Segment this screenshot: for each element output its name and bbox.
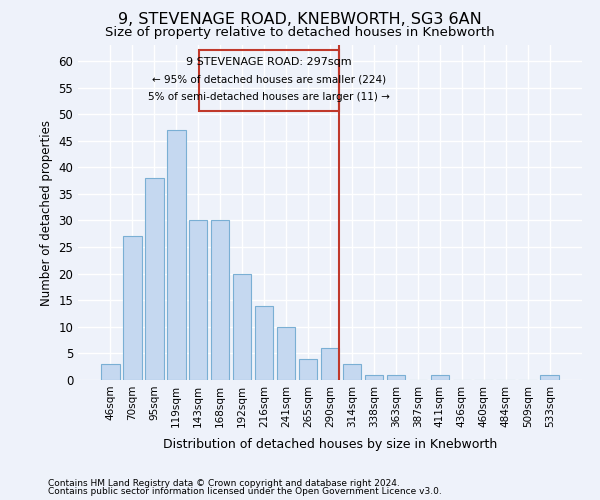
Y-axis label: Number of detached properties: Number of detached properties bbox=[40, 120, 53, 306]
Text: ← 95% of detached houses are smaller (224): ← 95% of detached houses are smaller (22… bbox=[152, 74, 386, 84]
Bar bbox=[145, 178, 164, 380]
Bar bbox=[199, 50, 339, 112]
Text: 5% of semi-detached houses are larger (11) →: 5% of semi-detached houses are larger (1… bbox=[148, 92, 390, 102]
Bar bbox=[343, 364, 361, 380]
Text: Contains public sector information licensed under the Open Government Licence v3: Contains public sector information licen… bbox=[48, 487, 442, 496]
Bar bbox=[320, 348, 340, 380]
Bar bbox=[255, 306, 274, 380]
Text: Contains HM Land Registry data © Crown copyright and database right 2024.: Contains HM Land Registry data © Crown c… bbox=[48, 478, 400, 488]
Bar bbox=[101, 364, 119, 380]
Bar bbox=[299, 358, 317, 380]
Bar bbox=[431, 374, 449, 380]
Text: Size of property relative to detached houses in Knebworth: Size of property relative to detached ho… bbox=[105, 26, 495, 39]
Bar bbox=[233, 274, 251, 380]
Text: 9 STEVENAGE ROAD: 297sqm: 9 STEVENAGE ROAD: 297sqm bbox=[187, 56, 352, 66]
Bar bbox=[189, 220, 208, 380]
X-axis label: Distribution of detached houses by size in Knebworth: Distribution of detached houses by size … bbox=[163, 438, 497, 451]
Text: 9, STEVENAGE ROAD, KNEBWORTH, SG3 6AN: 9, STEVENAGE ROAD, KNEBWORTH, SG3 6AN bbox=[118, 12, 482, 28]
Bar bbox=[123, 236, 142, 380]
Bar bbox=[541, 374, 559, 380]
Bar bbox=[277, 327, 295, 380]
Bar bbox=[386, 374, 405, 380]
Bar bbox=[211, 220, 229, 380]
Bar bbox=[365, 374, 383, 380]
Bar bbox=[167, 130, 185, 380]
